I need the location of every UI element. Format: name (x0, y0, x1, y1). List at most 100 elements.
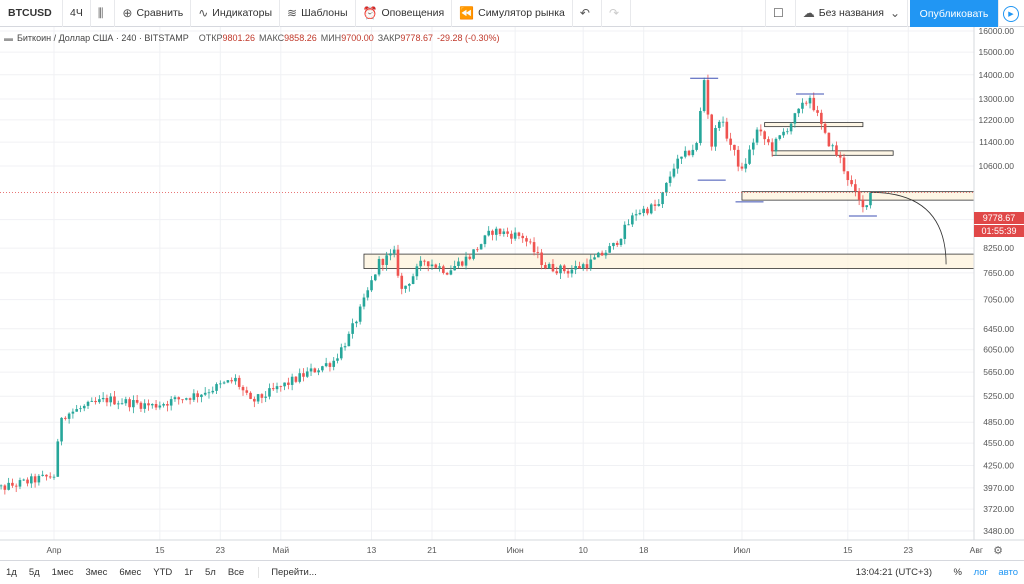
candle-body (317, 370, 320, 373)
time-tick-label: 13 (367, 545, 377, 555)
range-button[interactable]: 1мес (51, 566, 74, 578)
price-tick-label: 14000.00 (979, 70, 1015, 80)
candle-body (763, 131, 766, 140)
redo-button[interactable]: ↷ (602, 0, 631, 27)
candle-body (385, 255, 388, 265)
range-button[interactable]: 5д (28, 566, 40, 578)
candle-body (389, 253, 392, 256)
range-button[interactable]: 3мес (85, 566, 108, 578)
candle-body (392, 249, 396, 254)
time-tick-label: 23 (904, 545, 914, 555)
alarm-clock-icon: ⏰ (362, 6, 378, 20)
candle-body (79, 408, 82, 410)
candle-body (294, 376, 298, 382)
play-button[interactable]: ▶ (998, 0, 1024, 27)
chart-type-button[interactable]: ⫼ (91, 0, 116, 27)
price-tick-label: 11400.00 (979, 137, 1014, 147)
range-button[interactable]: 6мес (119, 566, 142, 578)
time-tick-label: Авг (970, 545, 983, 555)
projection-curve (870, 191, 947, 265)
range-button[interactable]: Все (227, 566, 245, 578)
candle-body (366, 290, 370, 298)
candle-body (865, 205, 868, 208)
candle-body (631, 215, 634, 225)
candle-body (570, 269, 574, 274)
candle-body (94, 400, 97, 403)
candle-body (797, 108, 800, 114)
price-tick-label: 3720.00 (983, 504, 1014, 514)
candle-body (264, 396, 267, 398)
candle-body (604, 252, 608, 256)
candle-body (45, 474, 48, 477)
candle-body (778, 135, 782, 139)
auto-scale-button[interactable]: авто (998, 567, 1018, 578)
square-icon: ☐ (773, 6, 784, 20)
candle-body (426, 261, 430, 267)
scale-settings-gear-icon[interactable]: ⚙ (993, 545, 1003, 557)
candle-body (619, 238, 623, 245)
candle-body (268, 388, 271, 397)
candle-body (483, 235, 487, 245)
collapse-icon[interactable]: ▬ (4, 33, 13, 43)
undo-button[interactable]: ↶ (573, 0, 602, 27)
candle-body (642, 208, 645, 213)
candle-body (358, 306, 362, 322)
candle-body (494, 228, 498, 235)
candle-body (56, 441, 60, 477)
range-button[interactable]: 5л (204, 566, 216, 578)
candle-body (842, 157, 846, 172)
price-chart[interactable]: 16000.00 15000.00 14000.00 13000.00 12200.00… (0, 27, 1024, 560)
price-tick-label: 4850.00 (983, 417, 1014, 427)
high-value: 9858.26 (284, 33, 317, 43)
candle-body (597, 252, 600, 258)
range-button[interactable]: 1г (184, 566, 193, 578)
alerts-button[interactable]: ⏰ Оповещения (356, 0, 453, 27)
range-button[interactable]: YTD (153, 566, 173, 578)
candle-body (430, 264, 434, 267)
layout-name-button[interactable]: ☁ Без названия ⌄ (796, 0, 909, 27)
candle-body (324, 363, 328, 367)
interval-button[interactable]: 4Ч (63, 0, 91, 27)
play-icon: ▶ (1003, 5, 1019, 22)
candle-body (816, 110, 819, 113)
indicators-button[interactable]: ∿ Индикаторы (191, 0, 280, 27)
candle-body (445, 272, 449, 275)
candle-body (804, 102, 808, 104)
candle-body (846, 171, 850, 181)
templates-button[interactable]: ≋ Шаблоны (280, 0, 356, 27)
percent-scale-button[interactable]: % (953, 567, 962, 578)
log-scale-button[interactable]: лог (973, 567, 988, 578)
fullscreen-layout-button[interactable]: ☐ (765, 0, 796, 27)
candle-body (64, 417, 67, 419)
clock[interactable]: 13:04:21 (UTC+3) (855, 567, 932, 578)
price-tick-label: 3480.00 (983, 526, 1014, 536)
low-value: 9700.00 (341, 33, 374, 43)
compare-button[interactable]: ⊕ Сравнить (115, 0, 192, 27)
publish-button[interactable]: Опубликовать (910, 0, 998, 27)
candle-body (336, 358, 339, 361)
goto-date-button[interactable]: Перейти... (258, 566, 323, 578)
candle-body (600, 252, 604, 256)
price-tick-label: 8250.00 (983, 243, 1014, 253)
candle-body (457, 261, 460, 267)
candle-body (158, 405, 162, 408)
candle-body (612, 242, 615, 247)
price-tick-label: 4250.00 (983, 460, 1014, 470)
range-buttons: 1д 5д 1мес 3мес 6мес YTD 1г 5л Все (0, 567, 250, 578)
candle-body (256, 394, 260, 402)
candle-body (287, 382, 290, 385)
candle-body (381, 258, 385, 265)
candle-body (162, 404, 165, 406)
candle-body (831, 145, 834, 147)
range-button[interactable]: 1д (6, 566, 17, 578)
candle-body (132, 400, 135, 408)
candle-body (105, 397, 109, 403)
high-label: МАКС (259, 33, 285, 43)
candle-body (676, 158, 679, 169)
symbol-search[interactable]: BTCUSD (0, 0, 63, 27)
price-tick-label: 5250.00 (983, 391, 1014, 401)
replay-button[interactable]: ⏪ Симулятор рынка (452, 0, 573, 27)
candle-body (275, 386, 279, 390)
candle-body (135, 400, 139, 403)
price-tick-label: 16000.00 (979, 27, 1015, 36)
